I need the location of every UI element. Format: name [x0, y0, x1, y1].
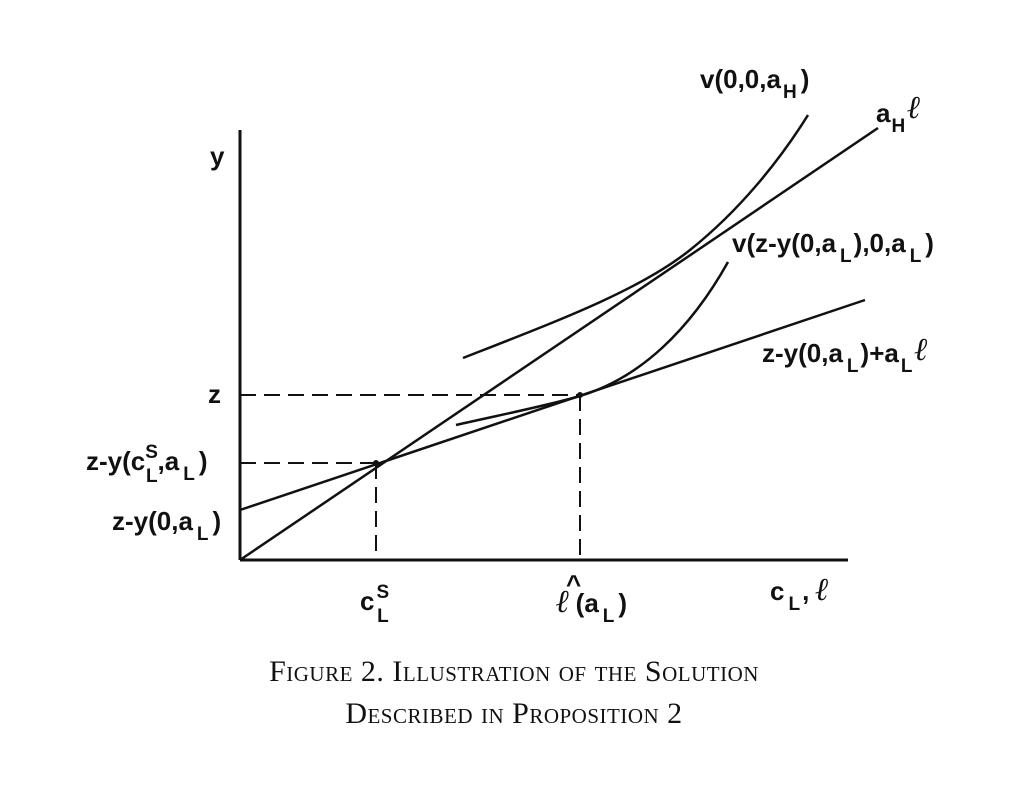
x-axis-label: c L, ℓ: [770, 571, 829, 615]
line-z-aL-label: z-y(0,a L)+a Lℓ: [762, 331, 928, 377]
caption-line-2: Described in Proposition 2: [345, 697, 683, 730]
lhat-hat: ^: [566, 569, 581, 599]
aH-l-label: aHℓ: [876, 89, 921, 137]
curve-v-aL: [455, 261, 730, 427]
z-label: z: [208, 379, 221, 409]
zy0-label: z-y(0,a L): [112, 506, 221, 545]
line-aH-l: [239, 126, 879, 562]
curve-v-aH: [462, 114, 810, 360]
vz-label: v(z-y(0,a L),0,a L): [732, 228, 934, 267]
point-cs: [373, 460, 379, 466]
y-axis-label: y: [210, 141, 225, 171]
zy-cs-label: z-y(cS L,a L): [86, 442, 208, 487]
caption-line-1: Figure 2. Illustration of the Solution: [269, 655, 759, 688]
vH-label: v(0,0,a H): [700, 64, 809, 103]
lhat-tick-label: ℓ (a L): [556, 583, 627, 627]
point-lhat: [577, 392, 583, 398]
line-z-aL-l: [239, 298, 866, 512]
